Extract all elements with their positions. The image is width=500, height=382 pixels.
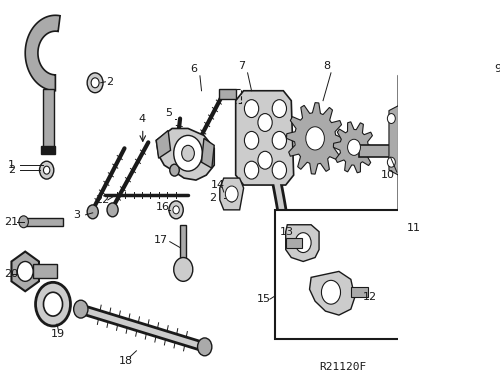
- Circle shape: [74, 300, 88, 318]
- Text: 6: 6: [190, 64, 198, 74]
- Circle shape: [174, 257, 193, 281]
- Circle shape: [169, 201, 184, 219]
- Circle shape: [388, 113, 396, 123]
- Bar: [351, 287, 368, 297]
- Circle shape: [416, 113, 461, 168]
- Text: 7: 7: [238, 61, 245, 71]
- Text: 16: 16: [156, 202, 170, 212]
- Circle shape: [272, 131, 286, 149]
- Text: 5: 5: [165, 108, 172, 118]
- Circle shape: [18, 262, 33, 281]
- Text: 9: 9: [494, 64, 500, 74]
- Circle shape: [295, 233, 311, 253]
- Text: 8: 8: [323, 61, 330, 71]
- Polygon shape: [12, 252, 39, 291]
- Text: 13: 13: [280, 227, 293, 237]
- Circle shape: [456, 74, 471, 92]
- Circle shape: [228, 194, 235, 202]
- Circle shape: [19, 216, 28, 228]
- Circle shape: [272, 161, 286, 179]
- Circle shape: [348, 139, 360, 155]
- Circle shape: [44, 292, 62, 316]
- Bar: [33, 264, 57, 278]
- Circle shape: [406, 189, 420, 207]
- Circle shape: [226, 186, 238, 202]
- Text: 12: 12: [362, 292, 377, 302]
- Text: 3: 3: [73, 210, 80, 220]
- Polygon shape: [389, 106, 398, 175]
- Polygon shape: [398, 66, 478, 220]
- Text: 10: 10: [381, 170, 395, 180]
- Text: 4: 4: [138, 113, 145, 123]
- Bar: [180, 225, 186, 264]
- Circle shape: [182, 145, 194, 161]
- Text: 17: 17: [154, 235, 168, 244]
- Circle shape: [258, 151, 272, 169]
- Text: R21120F: R21120F: [319, 362, 366, 372]
- Circle shape: [406, 74, 420, 92]
- Circle shape: [400, 93, 476, 188]
- Polygon shape: [236, 91, 294, 185]
- Bar: [359, 145, 394, 157]
- Text: 1: 1: [8, 160, 14, 170]
- Polygon shape: [310, 271, 355, 315]
- Text: 18: 18: [119, 356, 133, 366]
- Polygon shape: [156, 130, 170, 158]
- Circle shape: [244, 161, 258, 179]
- Text: 2: 2: [106, 77, 114, 87]
- Text: 14: 14: [211, 180, 225, 190]
- Polygon shape: [286, 225, 319, 262]
- Circle shape: [173, 206, 180, 214]
- Circle shape: [170, 164, 179, 176]
- Text: 11: 11: [406, 223, 420, 233]
- Polygon shape: [25, 15, 60, 91]
- Bar: [24, 218, 64, 226]
- Bar: [286, 238, 302, 248]
- Circle shape: [107, 203, 118, 217]
- Circle shape: [428, 128, 448, 152]
- Circle shape: [388, 157, 396, 167]
- Circle shape: [244, 100, 258, 118]
- Polygon shape: [156, 128, 214, 180]
- Polygon shape: [220, 178, 244, 210]
- Circle shape: [496, 135, 500, 149]
- Circle shape: [87, 205, 99, 219]
- Circle shape: [198, 338, 212, 356]
- Circle shape: [36, 282, 70, 326]
- Polygon shape: [286, 103, 344, 174]
- Text: 20: 20: [4, 269, 18, 279]
- Circle shape: [91, 78, 99, 88]
- Text: 19: 19: [50, 329, 65, 339]
- Polygon shape: [202, 138, 214, 168]
- Circle shape: [456, 189, 471, 207]
- Circle shape: [174, 135, 203, 171]
- Text: 2: 2: [210, 193, 216, 203]
- Bar: [42, 89, 54, 148]
- Circle shape: [44, 166, 50, 174]
- Polygon shape: [334, 122, 374, 173]
- Text: 22: 22: [95, 195, 110, 205]
- Circle shape: [272, 100, 286, 118]
- Circle shape: [306, 127, 324, 150]
- Bar: [276, 210, 402, 339]
- Text: 2: 2: [8, 165, 15, 175]
- Circle shape: [224, 189, 239, 207]
- Bar: [219, 89, 236, 99]
- Circle shape: [244, 131, 258, 149]
- Text: 15: 15: [257, 294, 271, 304]
- Bar: [41, 146, 56, 154]
- Text: 21: 21: [4, 217, 18, 227]
- Circle shape: [322, 280, 340, 304]
- Circle shape: [87, 73, 103, 93]
- Circle shape: [40, 161, 54, 179]
- Circle shape: [258, 113, 272, 131]
